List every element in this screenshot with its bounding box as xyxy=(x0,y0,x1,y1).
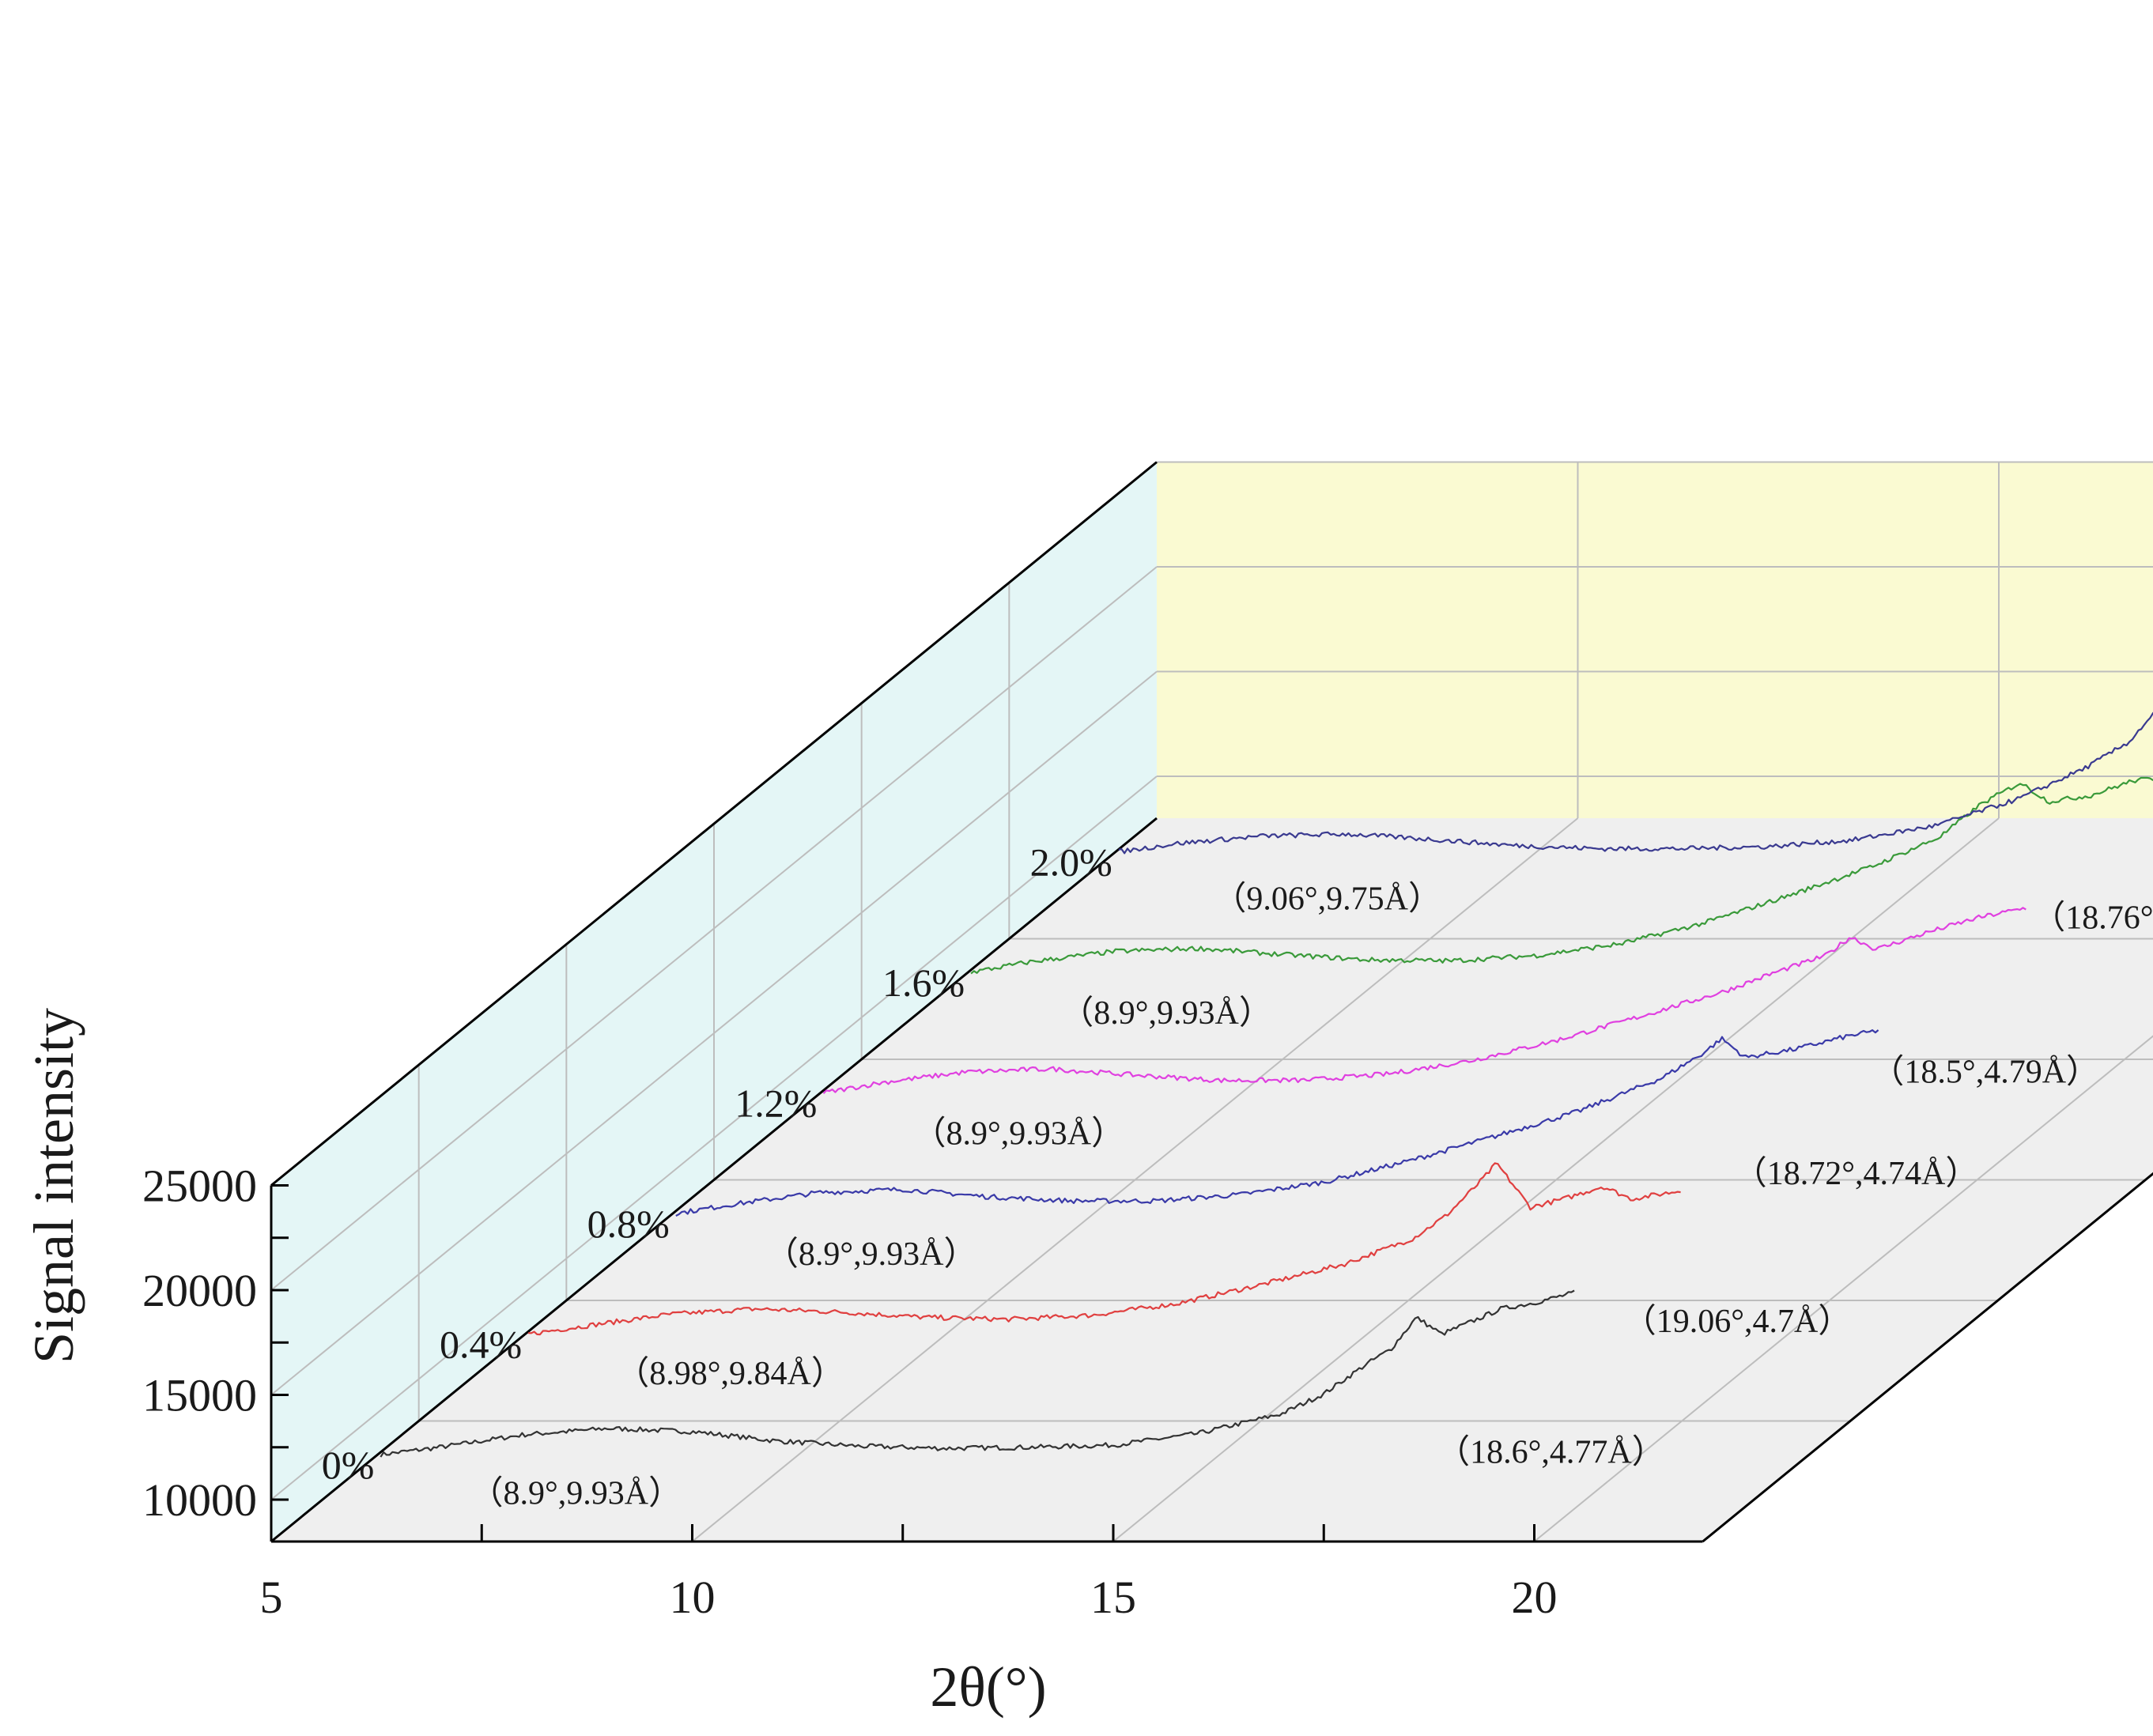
y-tick-label: 15000 xyxy=(142,1370,257,1421)
series-line xyxy=(675,1028,1879,1217)
peak-label: （19.06°,4.7Å） xyxy=(1623,1304,1852,1340)
x-axis-title: 2θ(°) xyxy=(930,1655,1046,1719)
peak-label: （8.9°,9.93Å） xyxy=(913,1115,1125,1152)
series-label: 1.6% xyxy=(882,960,965,1005)
x-tick-label: 15 xyxy=(1090,1572,1136,1623)
series-line xyxy=(528,1162,1681,1336)
x-tick-label: 5 xyxy=(260,1572,283,1623)
peak-label: （18.5°,4.79Å） xyxy=(1871,1054,2099,1090)
series-line xyxy=(380,1289,1575,1458)
peak-label: （8.9°,9.93Å） xyxy=(470,1476,682,1512)
peak-label: （18.76°,4.73Å） xyxy=(2032,900,2153,936)
y-tick-label: 10000 xyxy=(142,1474,257,1526)
series-label: 0.8% xyxy=(587,1202,670,1246)
back-wall xyxy=(1157,462,2153,818)
y-tick-label: 25000 xyxy=(142,1160,257,1212)
series-label: 2.0% xyxy=(1030,840,1112,885)
series-group xyxy=(380,711,2153,1458)
peak-label: （18.6°,4.77Å） xyxy=(1437,1435,1665,1471)
peak-label: （9.06°,9.75Å） xyxy=(1213,881,1441,917)
side-top-edge xyxy=(270,461,1158,1187)
series-line xyxy=(1118,711,2153,855)
peak-label: （8.9°,9.93Å） xyxy=(1060,995,1272,1032)
peak-label: （8.98°,9.84Å） xyxy=(616,1356,844,1392)
series-label: 0.4% xyxy=(440,1323,522,1367)
peak-label: （18.72°,4.74Å） xyxy=(1734,1156,1979,1192)
series-line xyxy=(970,776,2153,975)
peak-label: （8.9°,9.93Å） xyxy=(765,1236,977,1273)
series-label: 0% xyxy=(322,1443,375,1487)
x-tick-label: 20 xyxy=(1512,1572,1558,1623)
y-axis-title: Signal intensity xyxy=(22,1008,85,1364)
depth-axis-line xyxy=(270,817,1158,1543)
chart-gridlines xyxy=(270,461,2153,1542)
series-label: 1.2% xyxy=(735,1081,817,1126)
series-line xyxy=(822,907,2026,1095)
floor-right-edge xyxy=(1702,1172,2153,1543)
y-tick-label: 20000 xyxy=(142,1265,257,1316)
chart-frame xyxy=(270,461,2153,1543)
labels-group: 5 10 15 20 10000 15000 20000 25000 0% （8.9°,9.93Å… xyxy=(142,840,2153,1623)
x-tick-label: 10 xyxy=(670,1572,716,1623)
